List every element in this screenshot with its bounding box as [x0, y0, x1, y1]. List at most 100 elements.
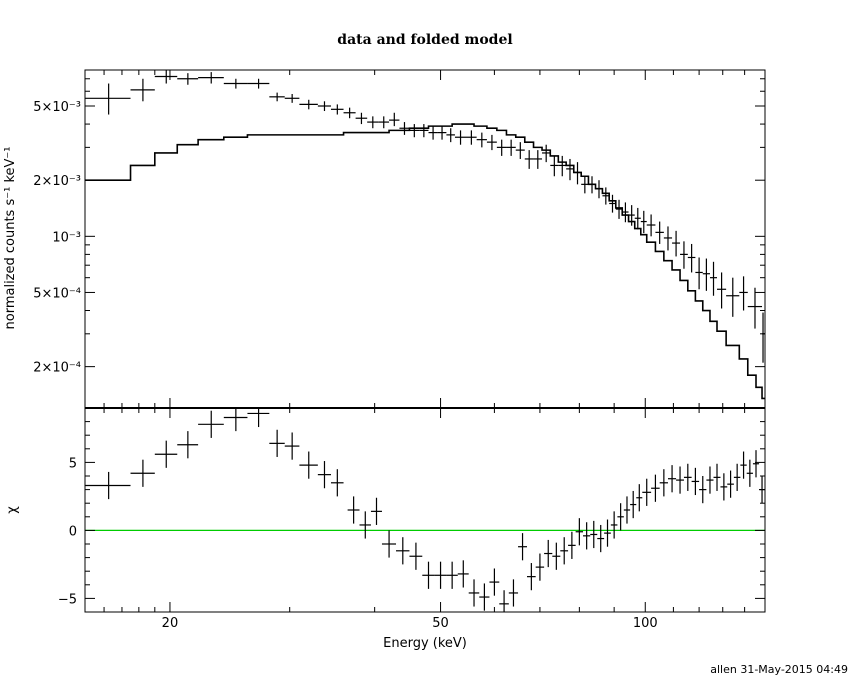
data-point — [726, 277, 740, 317]
residual-point — [489, 568, 500, 596]
residual-point — [518, 533, 527, 561]
data-point — [317, 101, 331, 112]
residual-point — [85, 471, 131, 500]
chart-title: data and folded model — [337, 32, 512, 48]
data-point — [506, 139, 516, 156]
data-point — [695, 257, 703, 290]
bottom-panel-frame — [84, 407, 766, 613]
residual-point — [568, 531, 576, 559]
data-point — [581, 176, 589, 194]
data-point — [85, 83, 131, 115]
footer-timestamp: allen 31-May-2015 04:49 — [710, 663, 848, 676]
residual-point — [667, 465, 677, 493]
residual-point — [434, 561, 447, 589]
data-point — [419, 124, 429, 138]
residual-point — [317, 461, 331, 489]
residual-point — [381, 530, 397, 558]
data-point — [680, 241, 688, 269]
data-point — [533, 150, 543, 169]
residual-point — [590, 520, 598, 549]
residual-point — [299, 451, 318, 479]
data-point — [515, 142, 525, 159]
residual-point — [552, 542, 561, 570]
data-point — [466, 130, 477, 145]
data-point — [198, 72, 224, 84]
top-panel-frame — [84, 69, 766, 409]
top-panel-data — [85, 70, 765, 363]
top-y-tick-label: 2×10⁻³ — [33, 174, 81, 189]
data-point — [496, 139, 507, 156]
data-point — [602, 187, 610, 205]
residual-point — [630, 490, 637, 519]
bottom-y-tick-label: −5 — [58, 592, 77, 607]
residual-point — [597, 524, 605, 553]
residual-point — [733, 463, 741, 491]
data-point — [747, 287, 763, 329]
data-point — [355, 112, 368, 125]
data-point — [247, 78, 270, 89]
data-point — [566, 158, 574, 181]
residual-point — [740, 451, 747, 479]
residual-point — [370, 497, 382, 525]
top-y-tick-label: 2×10⁻⁴ — [33, 361, 81, 376]
residual-point — [396, 537, 410, 565]
data-point — [399, 122, 410, 135]
top-y-tick-label: 10⁻³ — [52, 230, 81, 245]
data-point — [428, 126, 438, 140]
data-point — [542, 144, 551, 163]
data-point — [269, 92, 285, 102]
x-tick-label: 50 — [432, 616, 449, 631]
bottom-y-axis-label: χ — [5, 506, 20, 514]
residual-point — [409, 542, 423, 570]
data-point — [476, 132, 487, 148]
residual-point — [720, 473, 728, 501]
data-point — [409, 124, 420, 138]
data-point — [640, 210, 647, 234]
residual-point — [544, 539, 553, 568]
residual-point — [617, 503, 624, 531]
residual-point — [526, 563, 536, 591]
residual-point — [683, 463, 692, 491]
data-point — [634, 207, 641, 230]
residual-point — [130, 459, 155, 487]
residual-point — [508, 579, 519, 607]
data-point — [130, 78, 155, 102]
residual-point — [623, 496, 631, 524]
data-point — [663, 226, 673, 251]
residual-point — [499, 590, 509, 612]
data-point — [655, 221, 664, 244]
residual-point — [699, 476, 707, 504]
model-line — [85, 123, 765, 400]
x-tick-label: 20 — [162, 616, 179, 631]
residual-point — [575, 518, 584, 546]
data-point — [223, 78, 248, 89]
x-tick-label: 100 — [633, 616, 658, 631]
residual-point — [247, 408, 270, 428]
data-point — [646, 214, 656, 237]
residual-point — [610, 511, 618, 539]
data-point — [389, 112, 400, 127]
top-y-tick-label: 5×10⁻⁴ — [33, 286, 81, 301]
residual-point — [359, 511, 371, 539]
data-point — [628, 205, 635, 226]
data-point — [550, 155, 559, 177]
data-point — [622, 202, 629, 223]
data-point — [437, 126, 447, 140]
residual-point — [560, 537, 569, 565]
residual-point — [479, 583, 490, 611]
residual-point — [642, 478, 652, 506]
x-axis-label: Energy (keV) — [383, 636, 467, 651]
residual-point — [713, 463, 721, 491]
data-point — [702, 258, 710, 291]
data-point — [524, 150, 534, 169]
data-point — [709, 261, 718, 296]
residual-point — [177, 431, 199, 459]
bottom-panel-data — [85, 408, 765, 612]
bottom-y-tick-label: 0 — [69, 524, 77, 539]
top-panel-model — [85, 123, 765, 400]
data-point — [177, 73, 199, 85]
residual-point — [422, 561, 435, 589]
data-point — [367, 116, 379, 129]
